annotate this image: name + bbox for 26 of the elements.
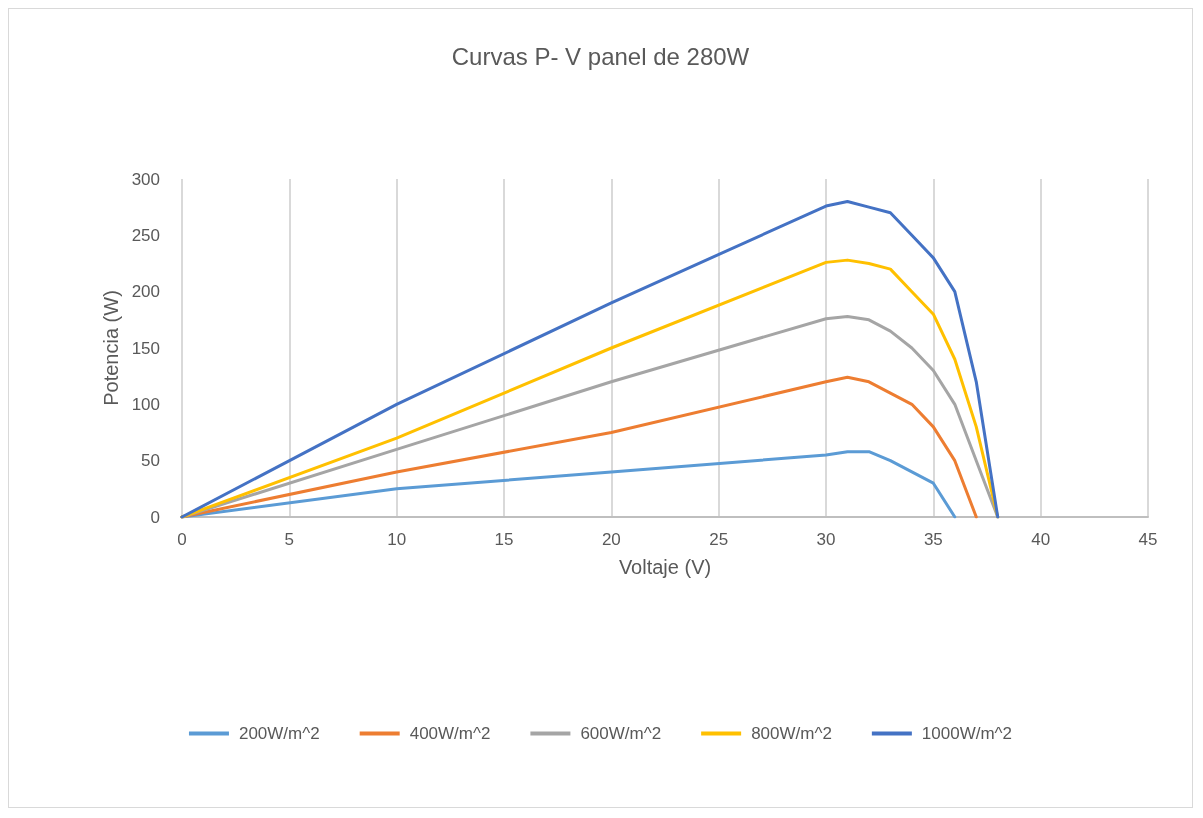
chart-title: Curvas P- V panel de 280W bbox=[451, 42, 750, 70]
x-tick-label: 40 bbox=[1031, 530, 1051, 549]
x-tick-label: 10 bbox=[387, 530, 407, 549]
y-tick-label: 50 bbox=[141, 451, 160, 471]
x-tick-label: 35 bbox=[923, 530, 943, 549]
legend-label: 800W/m^2 bbox=[751, 724, 832, 743]
y-tick-label: 250 bbox=[131, 225, 160, 245]
x-axis-title: Voltaje (V) bbox=[618, 556, 712, 578]
legend-label: 600W/m^2 bbox=[580, 724, 662, 743]
y-tick-label: 200 bbox=[131, 282, 160, 302]
y-tick-label: 300 bbox=[131, 169, 160, 189]
x-tick-label: 45 bbox=[1138, 530, 1158, 549]
x-tick-label: 20 bbox=[601, 530, 621, 549]
x-tick-label: 15 bbox=[494, 530, 514, 549]
legend-label: 1000W/m^2 bbox=[921, 724, 1013, 743]
legend-label: 400W/m^2 bbox=[409, 724, 491, 743]
x-tick-label: 30 bbox=[816, 530, 836, 549]
y-tick-label: 0 bbox=[150, 507, 160, 527]
legend-label: 200W/m^2 bbox=[238, 724, 320, 743]
line-series bbox=[180, 200, 1000, 519]
y-tick-label: 100 bbox=[131, 394, 160, 414]
y-axis-title: Potencia (W) bbox=[99, 290, 122, 406]
x-tick-label: 25 bbox=[709, 530, 729, 549]
y-tick-label: 150 bbox=[131, 338, 160, 358]
x-tick-label: 5 bbox=[284, 530, 295, 549]
x-tick-label: 0 bbox=[177, 530, 187, 549]
